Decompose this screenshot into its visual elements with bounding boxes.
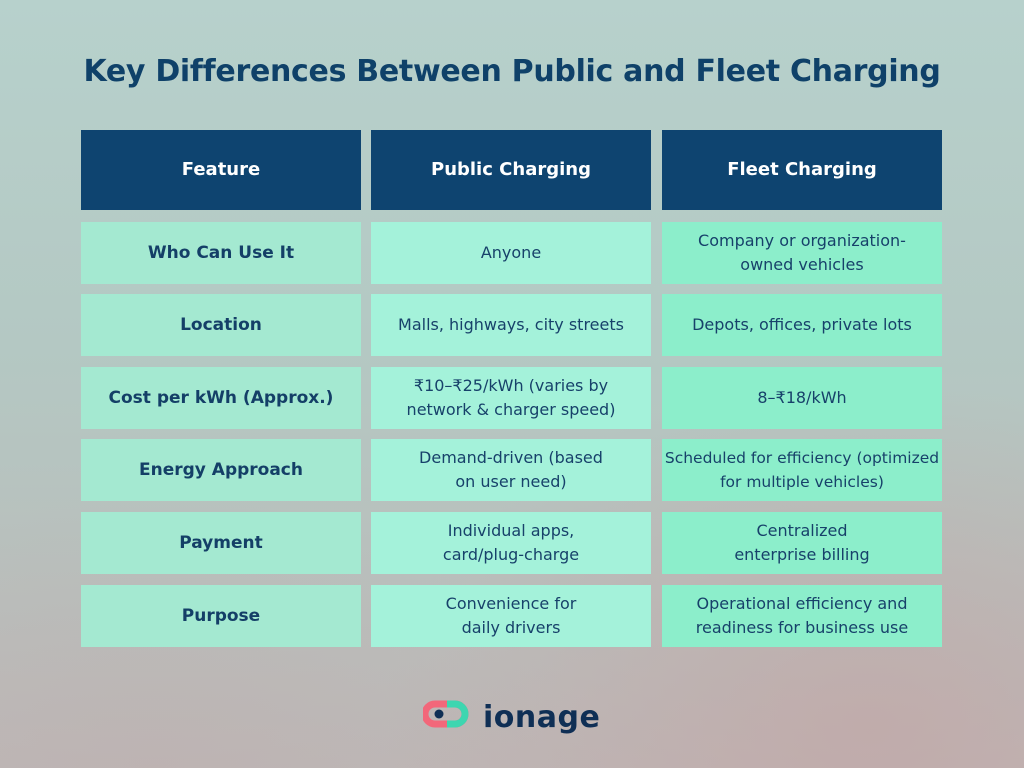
feature-cell: Energy Approach (81, 439, 361, 501)
public-cell: Malls, highways, city streets (371, 294, 651, 356)
header-fleet-charging: Fleet Charging (662, 130, 942, 210)
feature-cell: Who Can Use It (81, 222, 361, 284)
feature-cell: Purpose (81, 585, 361, 647)
fleet-cell: Company or organization-owned vehicles (662, 222, 942, 284)
fleet-cell: Centralized enterprise billing (662, 512, 942, 574)
page-title: Key Differences Between Public and Fleet… (83, 54, 941, 89)
public-cell: Individual apps, card/plug-charge (371, 512, 651, 574)
public-cell: Demand-driven (based on user need) (371, 439, 651, 501)
header-feature: Feature (81, 130, 361, 210)
fleet-cell: 8–₹18/kWh (662, 367, 942, 429)
feature-cell: Cost per kWh (Approx.) (81, 367, 361, 429)
header-public-charging: Public Charging (371, 130, 651, 210)
fleet-cell: Depots, offices, private lots (662, 294, 942, 356)
feature-cell: Payment (81, 512, 361, 574)
feature-cell: Location (81, 294, 361, 356)
fleet-cell: Scheduled for efficiency (optimized for … (662, 439, 942, 501)
public-cell: ₹10–₹25/kWh (varies by network & charger… (371, 367, 651, 429)
public-cell: Convenience for daily drivers (371, 585, 651, 647)
ionage-logo-icon (421, 698, 471, 736)
ionage-logo: ionage (421, 695, 601, 739)
logo-text: ionage (483, 699, 601, 735)
fleet-cell: Operational efficiency and readiness for… (662, 585, 942, 647)
public-cell: Anyone (371, 222, 651, 284)
